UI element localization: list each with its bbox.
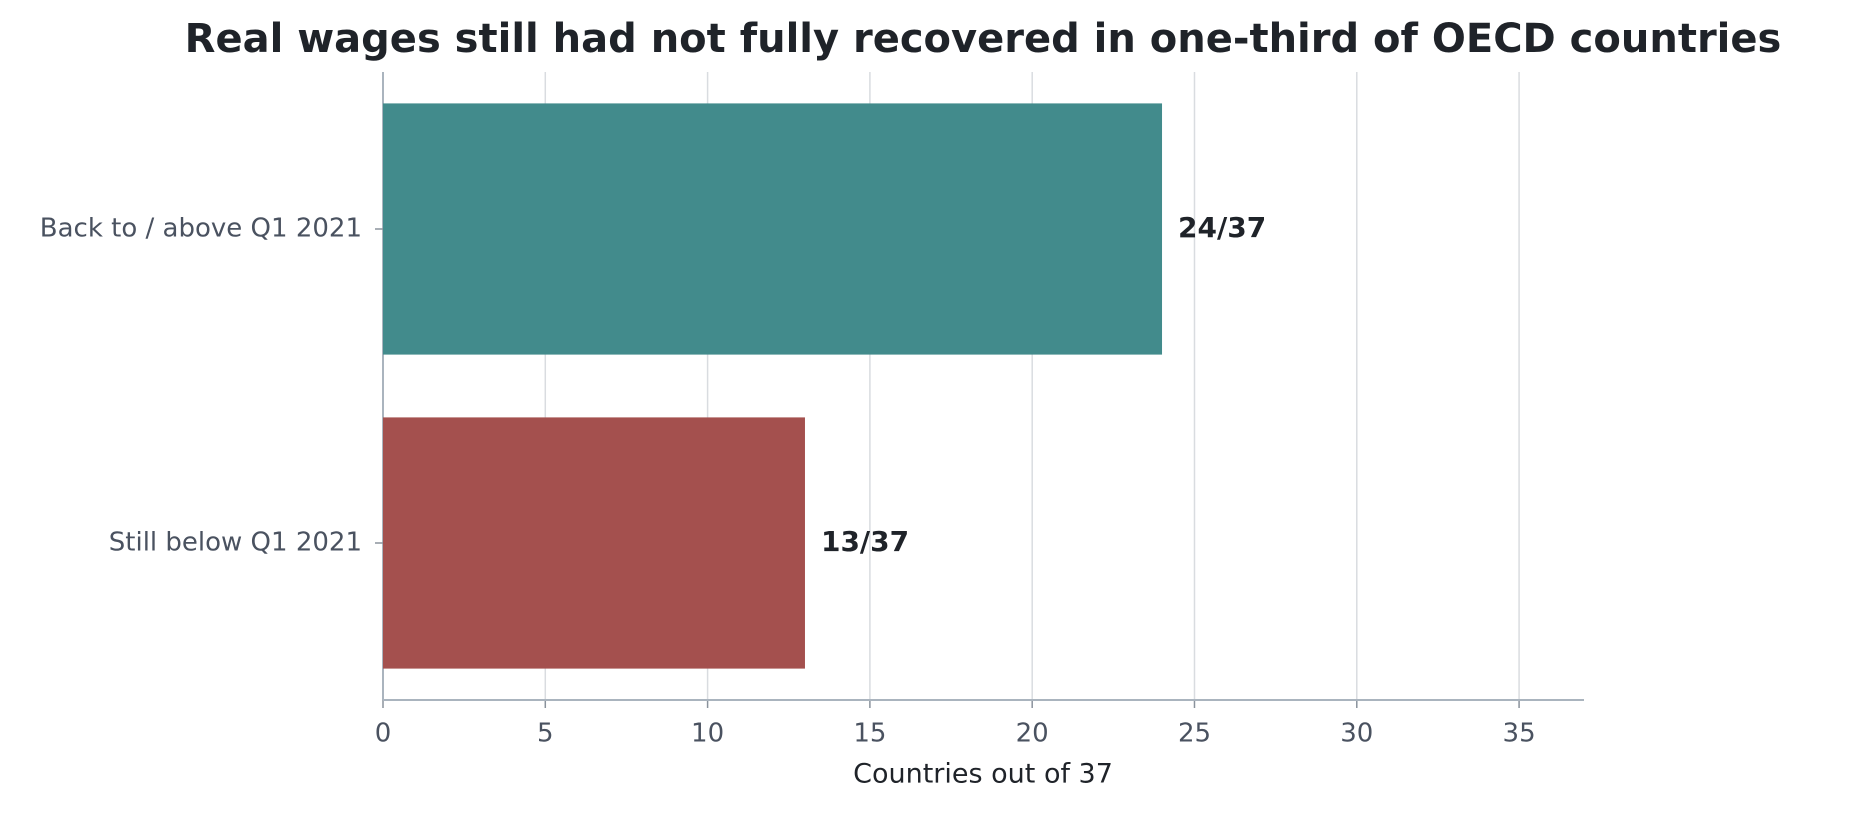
y-tick-label: Back to / above Q1 2021 bbox=[40, 214, 362, 244]
x-tick-label: 5 bbox=[537, 719, 554, 749]
chart-title: Real wages still had not fully recovered… bbox=[185, 16, 1782, 62]
x-tick-label: 10 bbox=[691, 719, 724, 749]
bar bbox=[383, 103, 1163, 355]
x-tick-label: 35 bbox=[1503, 719, 1536, 749]
x-tick-label: 25 bbox=[1178, 719, 1211, 749]
value-label: 13/37 bbox=[821, 525, 909, 558]
x-axis-label: Countries out of 37 bbox=[853, 759, 1113, 790]
x-tick-label: 20 bbox=[1016, 719, 1049, 749]
x-tick-label: 0 bbox=[375, 719, 392, 749]
y-tick-label: Still below Q1 2021 bbox=[109, 528, 362, 558]
x-tick-label: 30 bbox=[1340, 719, 1373, 749]
bar bbox=[383, 417, 805, 669]
value-label: 24/37 bbox=[1178, 211, 1266, 244]
x-tick-label: 15 bbox=[853, 719, 886, 749]
